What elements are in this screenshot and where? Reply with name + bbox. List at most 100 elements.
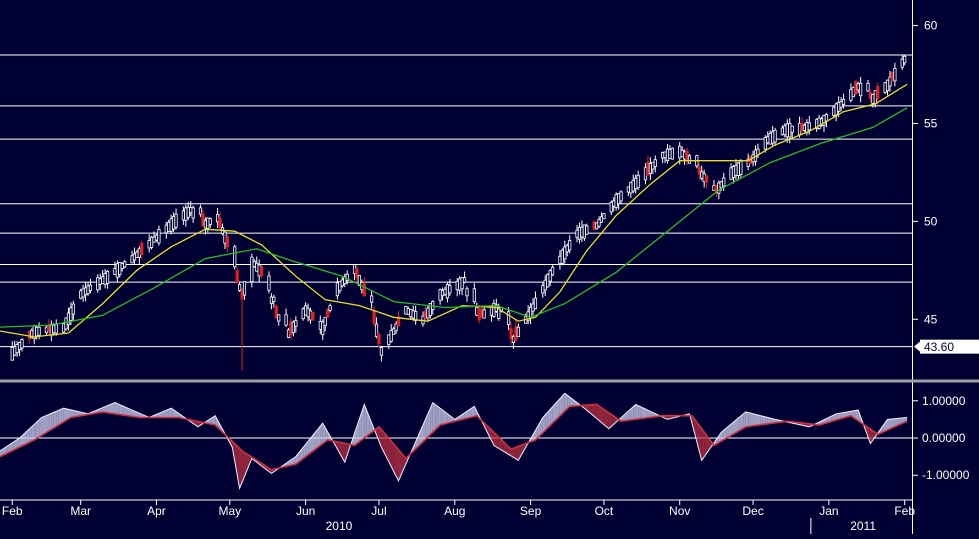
up-candle [712, 184, 716, 191]
oscillator-fill-below [594, 404, 597, 419]
oscillator-fill-below [391, 441, 394, 472]
up-candle [130, 255, 134, 264]
oscillator-fill-above [471, 406, 475, 417]
oscillator-fill-below [872, 430, 876, 441]
up-candle [802, 124, 807, 131]
oscillator-fill-above [562, 393, 565, 414]
oscillator-fill-below [603, 409, 607, 427]
up-candle [174, 213, 178, 228]
oscillator-fill-above [78, 411, 81, 417]
oscillator-fill-below [870, 429, 873, 444]
oscillator-fill-above [322, 423, 326, 444]
up-candle [284, 314, 288, 326]
up-candle [216, 214, 220, 223]
oscillator-fill-above [46, 414, 49, 433]
up-candle [609, 201, 613, 213]
oscillator-fill-above [423, 419, 426, 442]
up-candle [445, 284, 450, 299]
up-candle [599, 216, 604, 223]
oscillator-slow-line [0, 403, 908, 471]
up-candle [614, 194, 618, 208]
up-candle [739, 160, 743, 176]
up-candle [665, 148, 670, 162]
oscillator-fill-above [132, 410, 135, 417]
oscillator-fill-above [753, 413, 756, 426]
up-candle [35, 326, 39, 337]
oscillator-fill-above [767, 417, 771, 424]
up-candle [132, 253, 137, 261]
up-candle [785, 123, 789, 138]
up-candle [171, 216, 176, 230]
up-candle [379, 347, 384, 356]
oscillator-fill-below [511, 448, 514, 458]
up-candle [700, 171, 704, 179]
down-candle [509, 327, 513, 339]
oscillator-fill-above [26, 428, 30, 444]
up-candle [629, 182, 633, 194]
oscillator-fill-below [234, 443, 238, 475]
up-candle [123, 261, 127, 268]
oscillator-fill-above [66, 408, 69, 421]
oscillator-fill-above [122, 405, 125, 416]
up-candle [582, 224, 586, 239]
price-tick-label: 45 [924, 312, 938, 326]
up-candle [687, 155, 692, 164]
up-candle [773, 129, 777, 143]
up-candle [683, 151, 687, 160]
panel-separator [0, 379, 979, 383]
oscillator-fill-above [880, 426, 883, 434]
up-candle [543, 279, 547, 291]
up-candle [394, 323, 398, 332]
oscillator-fill-below [381, 429, 384, 453]
oscillator-fill-above [474, 406, 477, 417]
oscillator-fill-above [740, 414, 744, 430]
oscillator-fill-above [836, 413, 839, 420]
oscillator-fill-above [129, 409, 132, 417]
down-candle [697, 166, 701, 175]
up-candle [651, 161, 655, 170]
oscillator-fill-above [545, 412, 548, 431]
month-tick-label: Mar [70, 504, 91, 518]
oscillator-fill-above [755, 414, 758, 426]
oscillator-fill-above [210, 417, 213, 425]
up-candle [272, 296, 276, 302]
last-price-box [920, 339, 979, 354]
oscillator-fill-above [882, 422, 886, 433]
oscillator-fill-above [63, 408, 66, 422]
up-candle [550, 266, 555, 276]
up-candle [648, 163, 652, 174]
up-candle [392, 328, 396, 335]
oscillator-fill-above [762, 416, 766, 425]
month-tick-label: Nov [669, 504, 690, 518]
up-candle [387, 334, 391, 346]
oscillator-fill-below [589, 404, 592, 415]
down-candle [274, 306, 278, 319]
up-candle [184, 207, 188, 221]
up-candle [619, 191, 623, 202]
up-candle [768, 133, 772, 145]
oscillator-fill-below [584, 405, 587, 411]
oscillator-fill-above [559, 396, 563, 416]
up-candle [206, 217, 210, 229]
oscillator-fill-above [24, 431, 27, 445]
oscillator-fill-above [107, 404, 110, 413]
oscillator-fill-below [242, 451, 245, 483]
up-candle [482, 309, 486, 319]
down-candle [514, 326, 518, 341]
up-candle [189, 207, 193, 214]
oscillator-fill-above [293, 456, 296, 465]
down-candle [47, 325, 51, 332]
oscillator-fill-below [489, 427, 492, 441]
oscillator-fill-below [694, 419, 697, 442]
month-tick-label: Sep [520, 504, 542, 518]
up-candle [308, 310, 313, 321]
oscillator-fill-above [305, 441, 309, 457]
month-tick-label: Dec [742, 504, 763, 518]
up-candle [663, 151, 667, 159]
up-candle [64, 317, 68, 330]
up-candle [15, 344, 19, 354]
oscillator-fill-above [569, 397, 573, 407]
oscillator-fill-above [430, 402, 433, 435]
